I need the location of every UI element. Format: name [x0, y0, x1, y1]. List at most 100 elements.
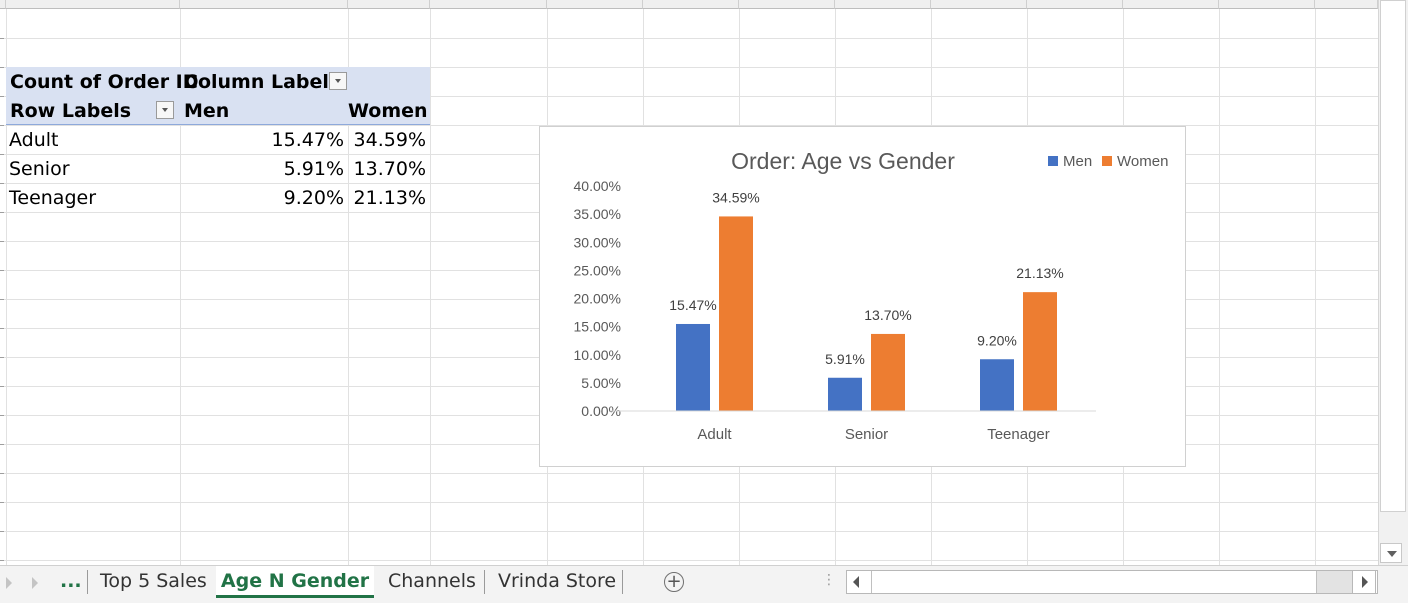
column-header[interactable]: [180, 0, 348, 9]
legend-women-label: Women: [1117, 153, 1168, 170]
women-value[interactable]: 13.70%: [353, 158, 426, 180]
column-header[interactable]: [739, 0, 835, 9]
row-header-edge[interactable]: [0, 154, 4, 155]
row-header-edge[interactable]: [0, 357, 4, 358]
row-label[interactable]: Teenager: [9, 187, 97, 209]
row-header-edge[interactable]: [0, 473, 4, 474]
y-tick-label: 10.00%: [574, 347, 621, 363]
row-header-edge[interactable]: [0, 386, 4, 387]
column-header[interactable]: [547, 0, 643, 9]
column-header[interactable]: [348, 0, 430, 9]
men-value[interactable]: 5.91%: [283, 158, 344, 180]
bar-women[interactable]: [1023, 292, 1057, 411]
data-label: 5.91%: [825, 351, 865, 367]
grid-column-line: [1219, 9, 1220, 565]
tab-age-n-gender[interactable]: Age N Gender: [216, 566, 374, 598]
column-header[interactable]: [6, 0, 180, 9]
pivot-col-women[interactable]: Women: [348, 100, 428, 122]
row-header-edge[interactable]: [0, 299, 4, 300]
column-header[interactable]: [643, 0, 739, 9]
row-label[interactable]: Adult: [9, 129, 59, 151]
column-header[interactable]: [0, 0, 6, 9]
row-header-edge[interactable]: [0, 560, 4, 561]
pivot-col-men[interactable]: Men: [184, 100, 230, 122]
column-header[interactable]: [1123, 0, 1219, 9]
tab-channels[interactable]: Channels: [388, 570, 476, 592]
prev-sheet-arrow-icon[interactable]: [6, 577, 12, 589]
women-value[interactable]: 21.13%: [353, 187, 426, 209]
men-value[interactable]: 9.20%: [283, 187, 344, 209]
bar-women[interactable]: [719, 216, 753, 411]
bar-men[interactable]: [828, 377, 862, 411]
row-header-edge[interactable]: [0, 38, 4, 39]
row-header-edge[interactable]: [0, 183, 4, 184]
vertical-scroll-thumb[interactable]: [1380, 0, 1406, 512]
row-header-edge[interactable]: [0, 415, 4, 416]
more-sheets-ellipsis[interactable]: ...: [60, 570, 82, 592]
data-label: 34.59%: [712, 189, 759, 205]
row-header-edge[interactable]: [0, 125, 4, 126]
grid-column-line: [6, 9, 7, 565]
pivot-row-teenager[interactable]: Teenager 9.20% 21.13%: [6, 183, 430, 212]
add-sheet-plus-icon[interactable]: +: [664, 572, 684, 592]
row-filter-dropdown-icon[interactable]: [156, 101, 174, 119]
row-header-edge[interactable]: [0, 96, 4, 97]
horizontal-scroll-thumb[interactable]: [871, 571, 1317, 593]
row-header-edge[interactable]: [0, 531, 4, 532]
y-tick-label: 30.00%: [574, 234, 621, 250]
bar-men[interactable]: [980, 359, 1014, 411]
horizontal-scroll-track[interactable]: [1317, 571, 1357, 593]
row-header-edge[interactable]: [0, 241, 4, 242]
tab-top-5-sales[interactable]: Top 5 Sales: [100, 570, 207, 592]
scroll-left-arrow-icon[interactable]: [853, 576, 859, 588]
pivot-row-adult[interactable]: Adult 15.47% 34.59%: [6, 125, 430, 154]
row-header-edge[interactable]: [0, 502, 4, 503]
row-header-edge[interactable]: [0, 67, 4, 68]
splitter-handle-icon[interactable]: ⋮: [822, 572, 836, 588]
y-tick-label: 25.00%: [574, 262, 621, 278]
chart-title: Order: Age vs Gender: [731, 148, 955, 174]
bar-men[interactable]: [676, 323, 710, 411]
y-tick-label: 0.00%: [581, 403, 621, 419]
scroll-right-arrow-icon[interactable]: [1352, 570, 1376, 594]
grid-row-line: [0, 38, 1378, 39]
vertical-scrollbar[interactable]: [1378, 0, 1408, 565]
column-header[interactable]: [1219, 0, 1315, 9]
grid-column-line: [180, 9, 181, 565]
pivot-row-senior[interactable]: Senior 5.91% 13.70%: [6, 154, 430, 183]
row-header-edge[interactable]: [0, 212, 4, 213]
horizontal-scrollbar[interactable]: [846, 570, 1378, 594]
bar-women[interactable]: [871, 333, 905, 411]
row-header-edge[interactable]: [0, 328, 4, 329]
pivot-column-labels[interactable]: Column Labels: [184, 71, 341, 93]
pivot-chart[interactable]: Order: Age vs Gender Men Women 0.00% 5.00…: [539, 126, 1186, 467]
pivot-value-label[interactable]: Count of Order ID: [10, 71, 199, 93]
x-tick-label: Senior: [845, 426, 888, 443]
men-value[interactable]: 15.47%: [271, 129, 344, 151]
next-sheet-arrow-icon[interactable]: [32, 577, 38, 589]
row-header-edge[interactable]: [0, 270, 4, 271]
grid-row-line: [0, 67, 1378, 68]
scroll-down-arrow-icon[interactable]: [1380, 543, 1402, 563]
tab-separator: [87, 570, 88, 594]
tab-vrinda-store[interactable]: Vrinda Store: [498, 570, 617, 592]
column-filter-dropdown-icon[interactable]: [329, 72, 347, 90]
legend-men-swatch: [1048, 156, 1058, 166]
pivot-subheader-row: Row Labels Men Women: [6, 96, 430, 125]
pivot-header-row: Count of Order ID Column Labels: [6, 67, 430, 96]
women-value[interactable]: 34.59%: [353, 129, 426, 151]
column-header[interactable]: [1315, 0, 1378, 9]
column-header[interactable]: [430, 0, 547, 9]
tab-separator: [622, 570, 623, 594]
y-tick-label: 15.00%: [574, 319, 621, 335]
chart-bars: 15.47% 34.59% 5.91% 13.70% 9.20% 21.13%: [669, 189, 1064, 411]
row-label[interactable]: Senior: [9, 158, 70, 180]
column-header[interactable]: [931, 0, 1027, 9]
column-header[interactable]: [1027, 0, 1123, 9]
column-header[interactable]: [835, 0, 931, 9]
pivot-row-labels[interactable]: Row Labels: [10, 100, 132, 122]
sheet-tab-bar: ... Top 5 Sales Age N Gender Channels Vr…: [0, 565, 1408, 603]
grid-column-line: [348, 9, 349, 565]
row-header-edge[interactable]: [0, 444, 4, 445]
y-axis: 0.00% 5.00% 10.00% 15.00% 20.00% 25.00% 30.00%…: [574, 178, 621, 419]
